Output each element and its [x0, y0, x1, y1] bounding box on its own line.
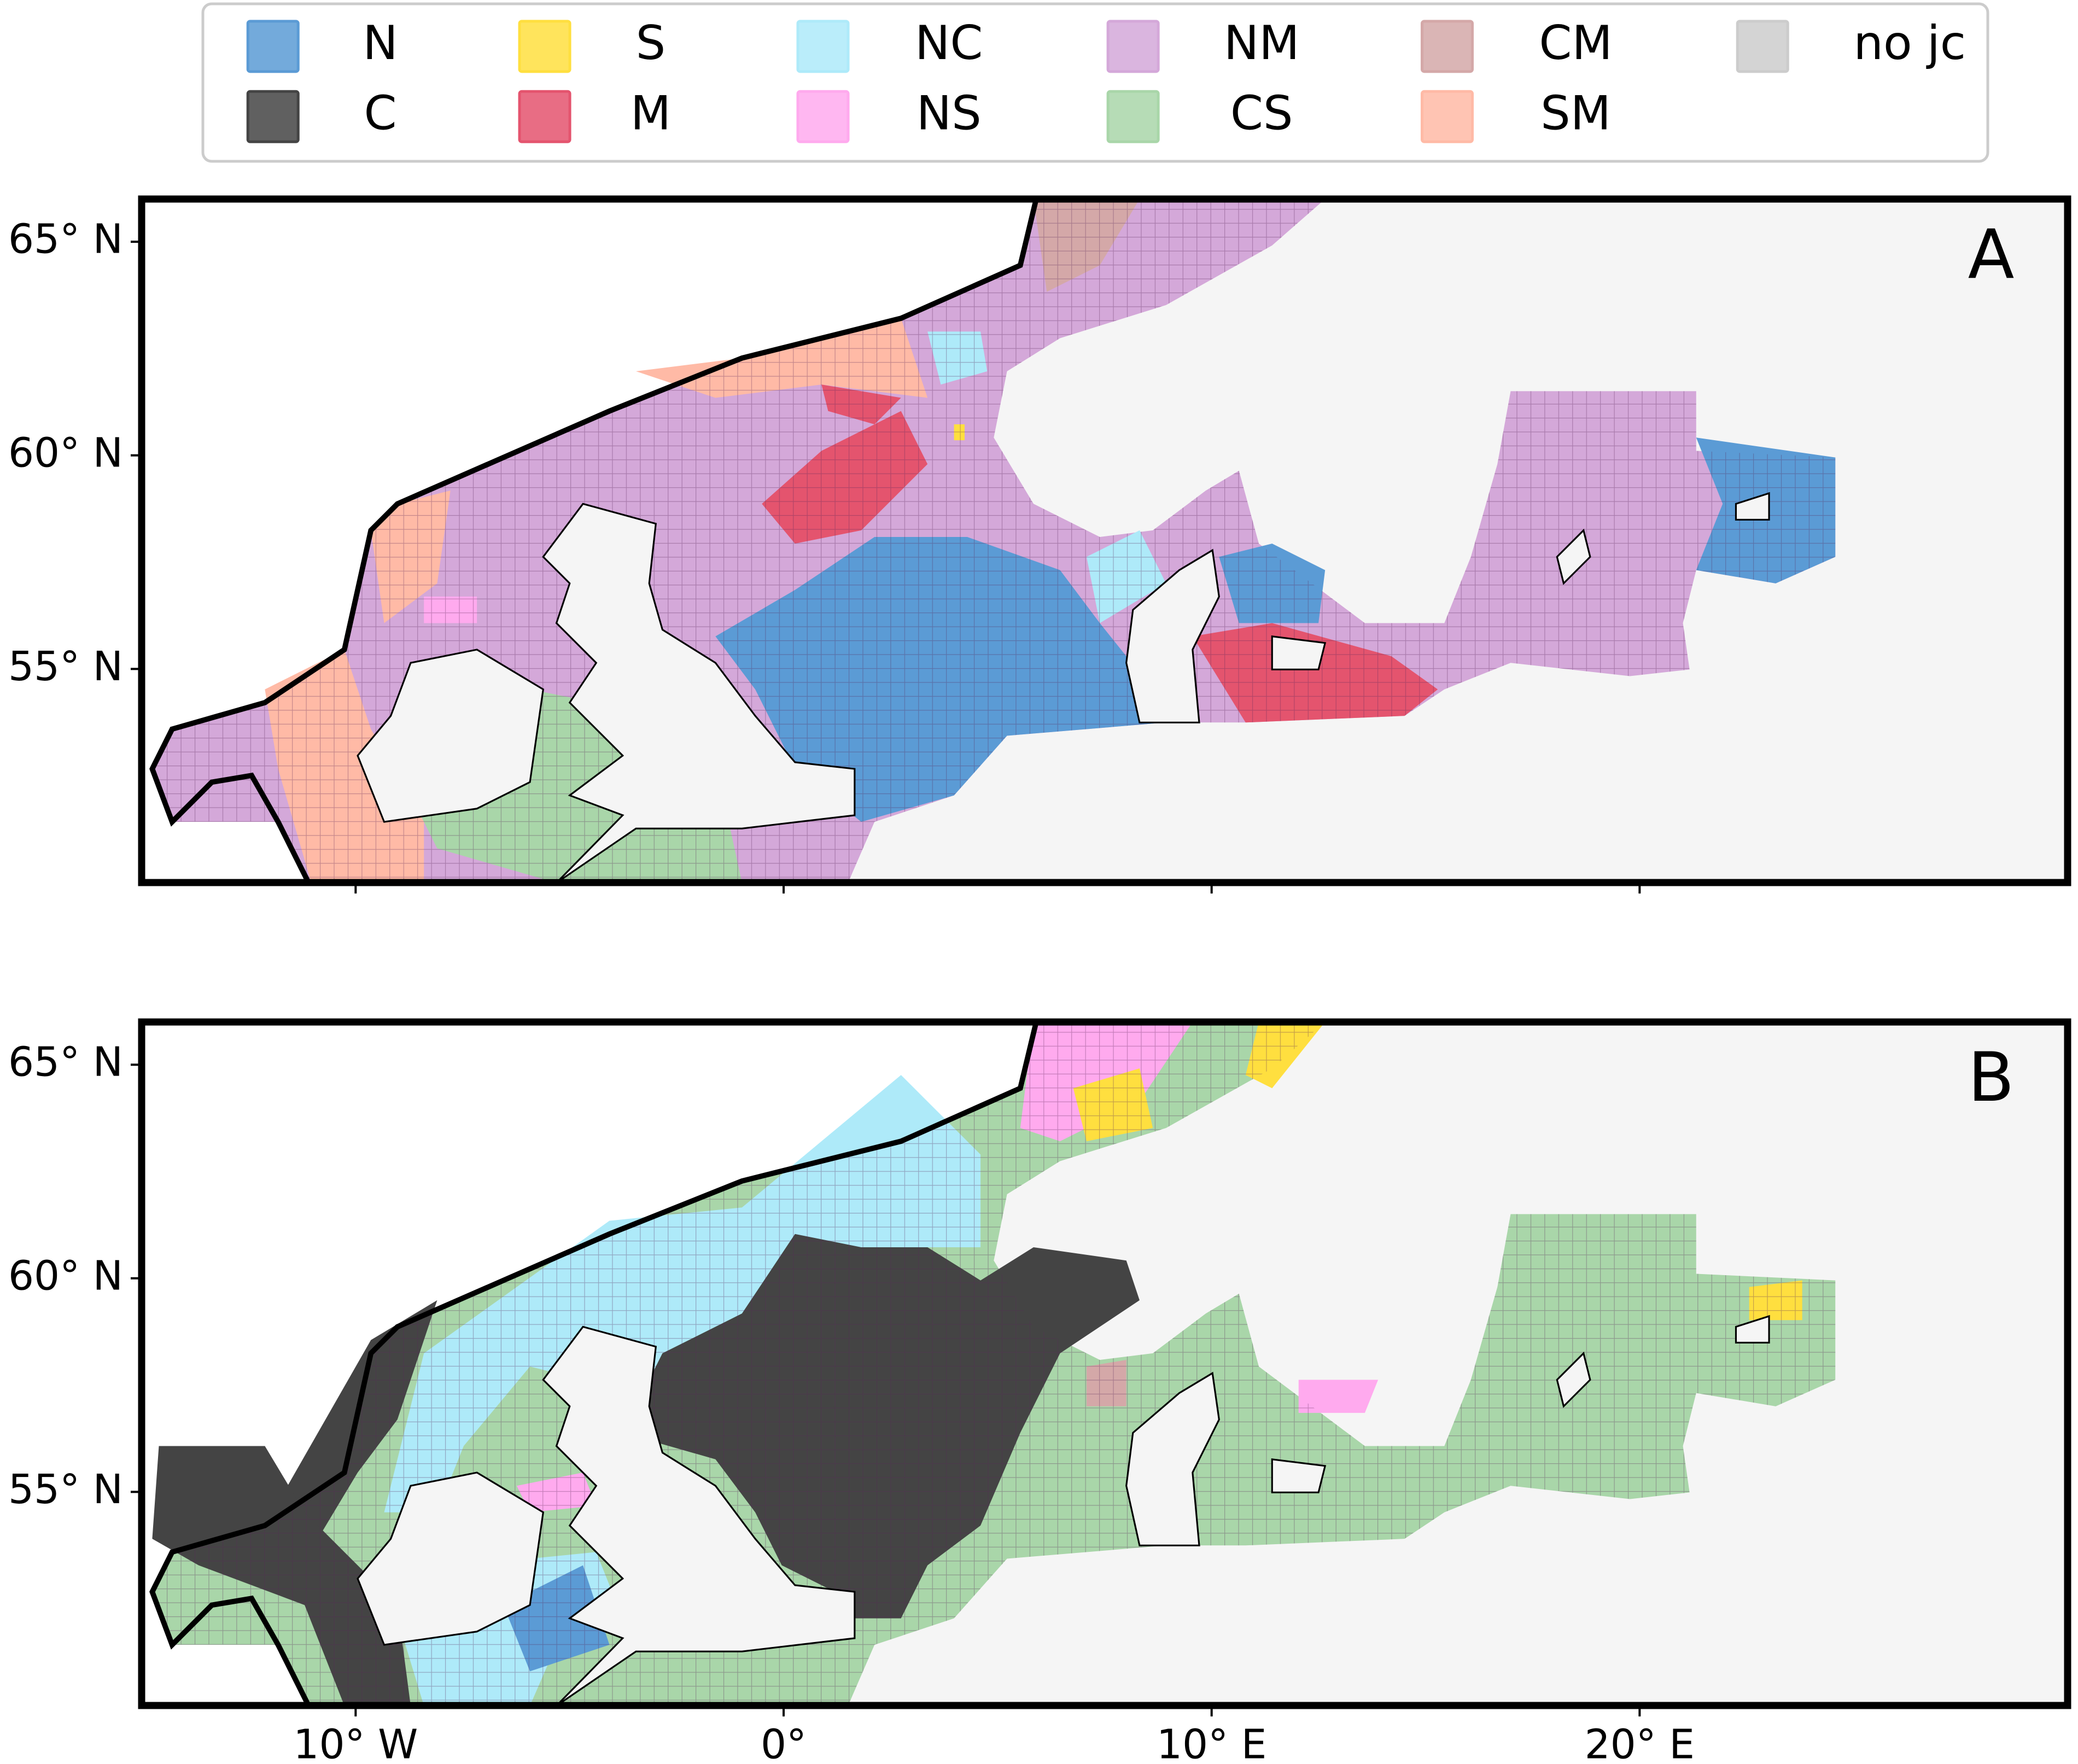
legend-swatch	[246, 20, 300, 73]
y-tick-label: 55° N	[8, 643, 123, 690]
x-tick-label: 10° W	[293, 1721, 418, 1764]
x-tick-label: 10° E	[1157, 1721, 1266, 1764]
legend-label: NS	[917, 86, 982, 141]
legend-label: C	[364, 86, 397, 141]
legend-label: N	[363, 16, 398, 71]
legend-label: M	[631, 86, 671, 141]
legend-label: NM	[1224, 16, 1300, 71]
legend-label: NC	[915, 16, 983, 71]
legend-label: no jc	[1853, 16, 1966, 71]
legend-swatch	[246, 90, 300, 143]
legend-swatch	[518, 20, 571, 73]
panel-a-map	[141, 198, 2068, 883]
panel-frame	[138, 195, 2071, 886]
legend-swatch	[796, 20, 850, 73]
legend-label: S	[636, 16, 666, 71]
legend-swatch	[796, 90, 850, 143]
legend-label: CM	[1539, 16, 1612, 71]
panel-label: A	[1968, 215, 2015, 294]
legend-swatch	[1736, 20, 1789, 73]
panel-b-map	[141, 1021, 2068, 1706]
legend-label: SM	[1540, 86, 1611, 141]
legend-swatch	[1420, 90, 1474, 143]
y-tick-label: 55° N	[8, 1466, 123, 1513]
panel-frame	[138, 1018, 2071, 1709]
y-tick-label: 65° N	[8, 1039, 123, 1086]
y-tick-label: 60° N	[8, 1252, 123, 1299]
y-tick-label: 65° N	[8, 216, 123, 263]
y-tick-label: 60° N	[8, 429, 123, 476]
x-tick-label: 0°	[761, 1721, 807, 1764]
x-tick-label: 20° E	[1585, 1721, 1695, 1764]
legend-swatch	[1106, 90, 1160, 143]
panel-label: B	[1968, 1038, 2014, 1117]
legend-label: CS	[1230, 86, 1293, 141]
legend-swatch	[1420, 20, 1474, 73]
legend-swatch	[1106, 20, 1160, 73]
legend-swatch	[518, 90, 571, 143]
legend-box	[201, 2, 1989, 163]
